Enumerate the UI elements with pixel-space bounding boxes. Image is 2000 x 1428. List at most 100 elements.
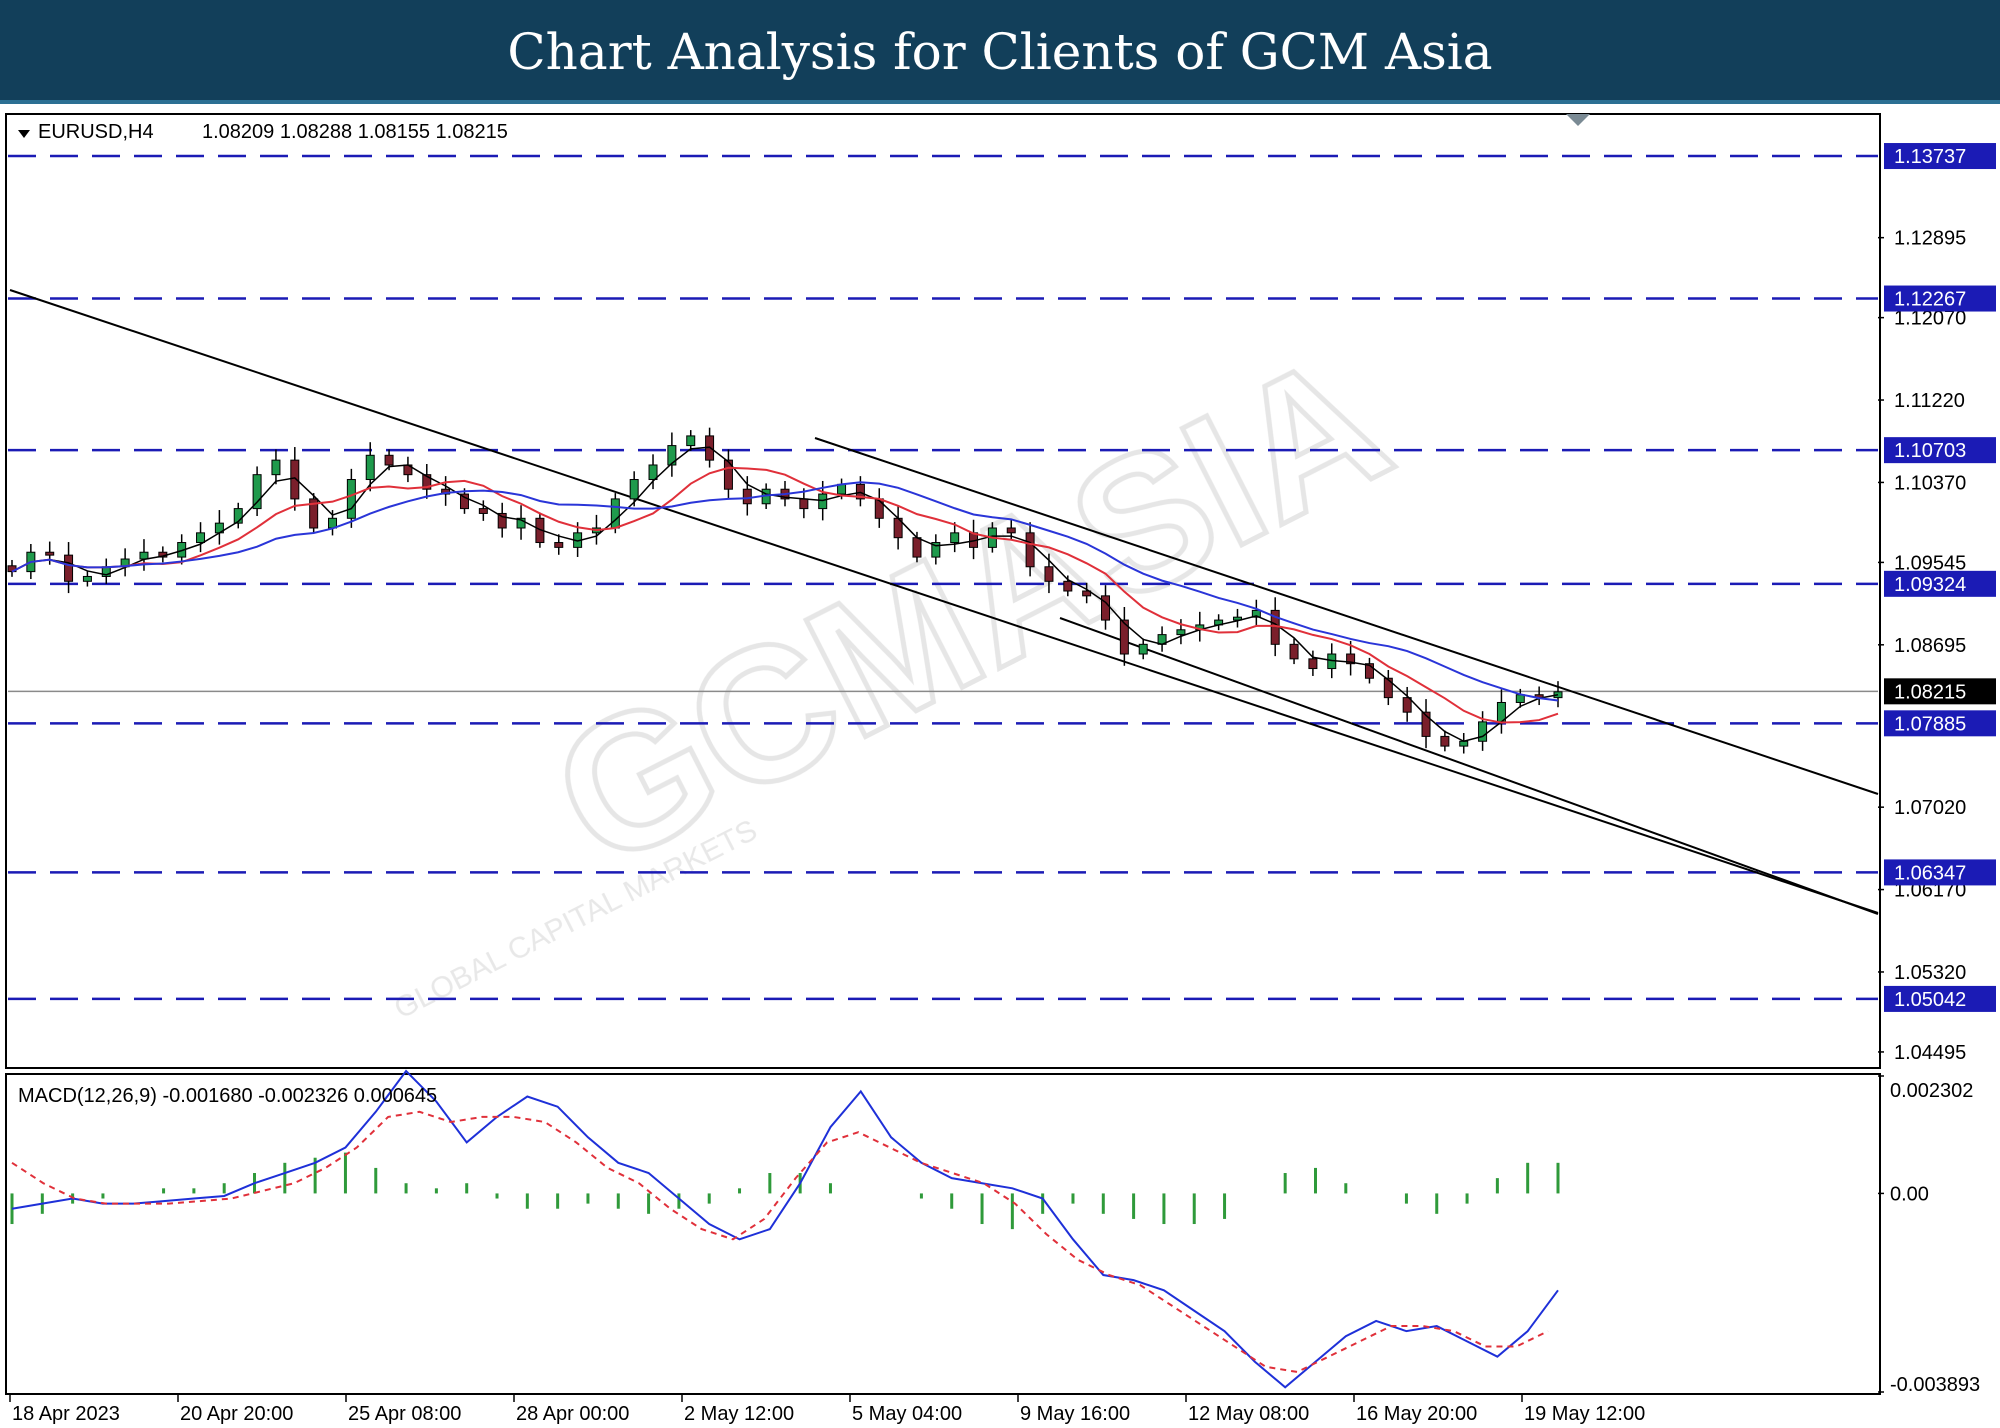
time-tick-label: 5 May 04:00 bbox=[852, 1403, 962, 1425]
candle-body bbox=[1346, 653, 1356, 665]
candle-body bbox=[1402, 697, 1412, 713]
candle-body bbox=[855, 483, 865, 500]
level-label: 1.07885 bbox=[1894, 713, 1966, 735]
level-badge bbox=[1884, 859, 1996, 886]
current-price-label: 1.08215 bbox=[1894, 681, 1966, 703]
ma-short-line bbox=[11, 446, 1559, 743]
candle-body bbox=[309, 498, 319, 529]
candle-body bbox=[384, 454, 394, 466]
candle-body bbox=[346, 479, 356, 519]
time-axis: 18 Apr 2023 20 Apr 20:00 25 Apr 08:00 28 Ap… bbox=[9, 1394, 1645, 1425]
level-badge bbox=[1884, 143, 1996, 170]
candle-body bbox=[516, 517, 526, 529]
candle-body bbox=[1308, 658, 1318, 670]
candle-body bbox=[290, 459, 300, 500]
level-badge bbox=[1884, 710, 1996, 737]
candle-body bbox=[139, 551, 149, 560]
time-tick-label: 19 May 12:00 bbox=[1524, 1403, 1645, 1425]
collapse-arrow-icon[interactable] bbox=[18, 130, 30, 138]
trendline-upper-long bbox=[9, 289, 1879, 914]
candle-body bbox=[950, 532, 960, 544]
price-tick-label: 1.12895 bbox=[1894, 228, 1966, 250]
candle-body bbox=[629, 479, 639, 500]
candle-body bbox=[1063, 580, 1073, 592]
macd-line bbox=[11, 1069, 1559, 1389]
page-title: Chart Analysis for Clients of GCM Asia bbox=[507, 23, 1493, 81]
time-tick-label: 28 Apr 00:00 bbox=[516, 1403, 629, 1425]
time-tick-label: 9 May 16:00 bbox=[1020, 1403, 1130, 1425]
price-plot bbox=[7, 154, 1879, 1001]
time-tick-label: 12 May 08:00 bbox=[1188, 1403, 1309, 1425]
candle-body bbox=[931, 542, 941, 558]
candle-body bbox=[818, 493, 828, 510]
time-tick-label: 18 Apr 2023 bbox=[12, 1403, 120, 1425]
macd-plot bbox=[10, 1069, 1560, 1389]
candle-body bbox=[365, 454, 375, 481]
header-banner: Chart Analysis for Clients of GCM Asia bbox=[0, 0, 2000, 104]
candle-body bbox=[1044, 566, 1054, 582]
macd-tick-label: 0.002302 bbox=[1890, 1080, 1973, 1102]
level-label: 1.06347 bbox=[1894, 862, 1966, 884]
shift-marker-icon[interactable] bbox=[1566, 114, 1590, 126]
time-tick-label: 2 May 12:00 bbox=[684, 1403, 794, 1425]
level-badge bbox=[1884, 985, 1996, 1012]
ohlc-label: 1.08209 1.08288 1.08155 1.08215 bbox=[202, 121, 508, 143]
level-label: 1.09324 bbox=[1894, 574, 1966, 596]
candle-body bbox=[912, 537, 922, 558]
candle-body bbox=[271, 459, 281, 476]
trendline-channel-top bbox=[814, 437, 1879, 795]
symbol-label: EURUSD,H4 bbox=[38, 121, 154, 143]
candle-body bbox=[1082, 590, 1092, 597]
candle-body bbox=[667, 445, 677, 466]
candle-body bbox=[1101, 595, 1111, 621]
candle-body bbox=[648, 464, 658, 481]
candle-body bbox=[82, 575, 92, 582]
watermark-sub: GLOBAL CAPITAL MARKETS bbox=[389, 814, 762, 1026]
level-badge bbox=[1884, 570, 1996, 597]
candle-body bbox=[686, 435, 696, 447]
candle-body bbox=[1138, 643, 1148, 655]
candle-body bbox=[1364, 663, 1374, 679]
candle-body bbox=[196, 532, 206, 544]
price-tick-label: 1.11220 bbox=[1894, 390, 1965, 412]
price-axis: 1.12895 1.12070 1.11220 1.10370 1.09545 1.086… bbox=[1878, 143, 1996, 1064]
level-label: 1.13737 bbox=[1894, 146, 1966, 168]
candle-body bbox=[1251, 609, 1261, 618]
time-tick-label: 20 Apr 20:00 bbox=[180, 1403, 293, 1425]
macd-tick-label: -0.003893 bbox=[1890, 1374, 1980, 1396]
level-badge bbox=[1884, 285, 1996, 312]
level-label: 1.12267 bbox=[1894, 289, 1966, 311]
level-label: 1.05042 bbox=[1894, 989, 1966, 1011]
time-tick-label: 25 Apr 08:00 bbox=[348, 1403, 461, 1425]
macd-axis: 0.002302 0.00 -0.003893 bbox=[1878, 1075, 1980, 1396]
time-tick-label: 16 May 20:00 bbox=[1356, 1403, 1477, 1425]
candle-body bbox=[1006, 527, 1016, 534]
ma-slow-line bbox=[11, 481, 1559, 702]
candle-body bbox=[233, 508, 243, 524]
candle-body bbox=[1440, 735, 1450, 747]
candle-body bbox=[874, 498, 884, 519]
price-tick-label: 1.10370 bbox=[1894, 472, 1966, 494]
level-badge bbox=[1884, 437, 1996, 464]
trendline-channel-bottom bbox=[1059, 617, 1879, 915]
candle-body bbox=[64, 554, 74, 582]
candle-body bbox=[497, 512, 507, 529]
level-label: 1.10703 bbox=[1894, 440, 1966, 462]
price-panel bbox=[5, 113, 1881, 1069]
ma-fast-line bbox=[11, 466, 1559, 724]
price-tick-label: 1.12070 bbox=[1894, 308, 1966, 330]
macd-tick-label: 0.00 bbox=[1890, 1183, 1929, 1205]
candle-body bbox=[1176, 629, 1186, 636]
price-tick-label: 1.04495 bbox=[1894, 1042, 1966, 1064]
macd-panel bbox=[5, 1073, 1881, 1395]
candle-body bbox=[1383, 677, 1393, 699]
candle-body bbox=[252, 474, 262, 510]
candle-body bbox=[742, 488, 752, 505]
price-tick-label: 1.08695 bbox=[1894, 635, 1966, 657]
candle-body bbox=[478, 508, 488, 514]
candle-body bbox=[422, 474, 432, 490]
candle-body bbox=[1025, 532, 1035, 568]
candle-body bbox=[1119, 619, 1129, 655]
candle-body bbox=[45, 551, 55, 556]
price-tick-label: 1.05320 bbox=[1894, 962, 1966, 984]
